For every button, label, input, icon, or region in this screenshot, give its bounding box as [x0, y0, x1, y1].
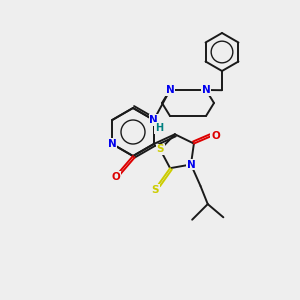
Text: O: O: [111, 172, 120, 182]
Text: N: N: [187, 160, 195, 170]
Text: N: N: [202, 85, 210, 95]
Text: N: N: [108, 139, 117, 149]
Text: O: O: [211, 131, 220, 141]
Text: N: N: [149, 115, 158, 125]
Text: S: S: [156, 145, 164, 154]
Text: H: H: [155, 123, 164, 133]
Text: N: N: [166, 85, 174, 95]
Text: S: S: [152, 185, 159, 195]
